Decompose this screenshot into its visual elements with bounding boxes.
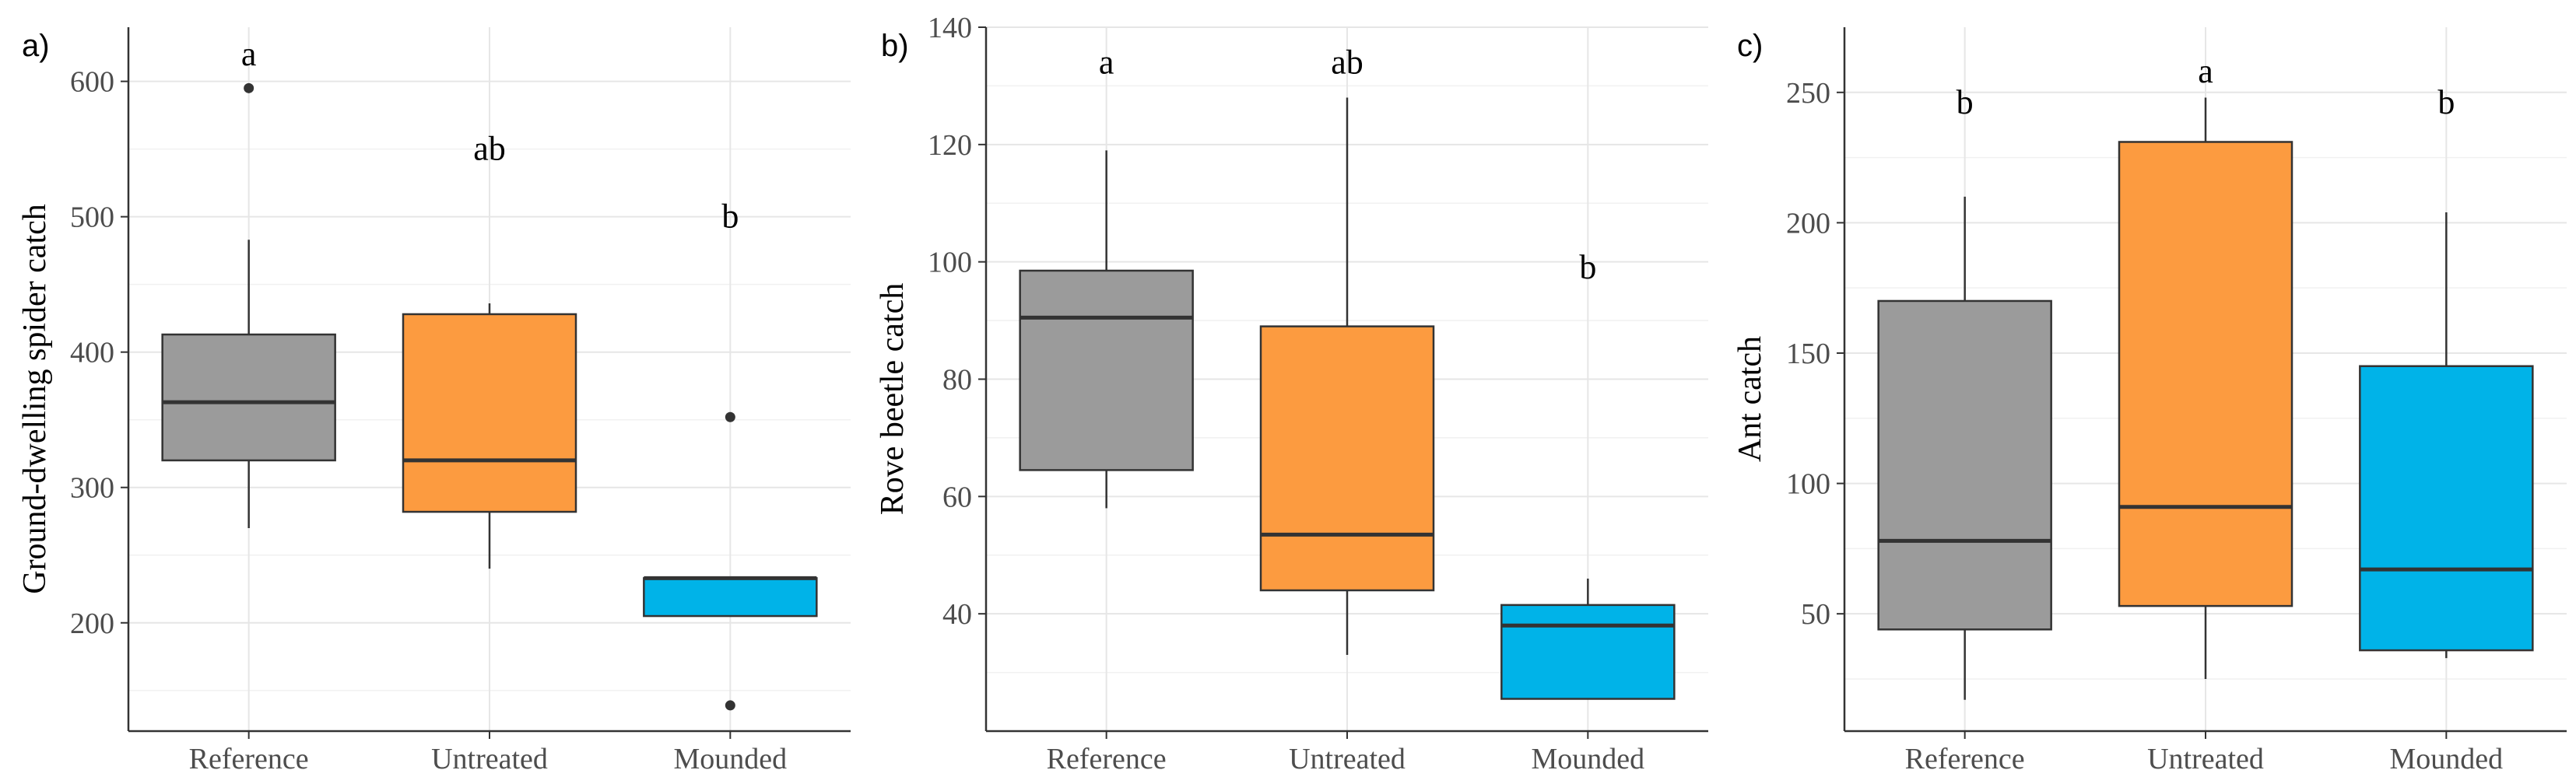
panel-b-untreated-significance-letter: ab xyxy=(1331,43,1363,81)
panel-c-reference-significance-letter: b xyxy=(1957,83,1974,121)
panel-a-plot: a ab b 200 300 400 500 600 Reference Untreated Mou… xyxy=(70,27,851,775)
panel-c-x-tick-label: Reference xyxy=(1905,743,2025,775)
panel-a-x-tick-label: Untreated xyxy=(431,743,548,775)
panel-b-untreated-box xyxy=(1259,325,1435,592)
panel-a-y-tick-label: 400 xyxy=(70,337,114,369)
panel-b: b) Rove beetle catch a ab b 40 60 80 100 120 140… xyxy=(875,12,1708,775)
panel-c-y-tick-label: 50 xyxy=(1801,598,1830,631)
panel-c-mounded-significance-letter: b xyxy=(2437,83,2455,121)
panel-a-untreated-significance-letter: ab xyxy=(473,130,506,168)
panel-a-mounded-significance-letter: b xyxy=(721,198,739,236)
panel-b-mounded-box xyxy=(1500,604,1676,700)
panel-a-reference-box xyxy=(161,333,336,462)
panel-c-y-tick-label: 100 xyxy=(1786,468,1830,501)
panel-a-y-tick-label: 200 xyxy=(70,607,114,640)
panel-a-mounded-outlier xyxy=(725,411,735,422)
panel-c-label: c) xyxy=(1737,29,1763,63)
panel-b-mounded-significance-letter: b xyxy=(1579,248,1596,286)
panel-b-reference-significance-letter: a xyxy=(1099,43,1114,81)
panel-b-ylabel: Rove beetle catch xyxy=(875,283,911,516)
panel-b-reference-box xyxy=(1019,269,1194,471)
panel-c-plot: b a b 50 100 150 200 250 Reference Untreated Mound… xyxy=(1786,27,2567,775)
panel-c-untreated-significance-letter: a xyxy=(2198,52,2213,90)
panel-c-untreated-box xyxy=(2118,141,2293,607)
panel-a: a) Ground-dwelling spider catch a ab b 200 3… xyxy=(17,27,851,775)
panel-b-y-tick-label: 140 xyxy=(928,12,972,44)
panel-c-y-tick-label: 150 xyxy=(1786,338,1830,370)
panel-b-x-tick-label: Reference xyxy=(1047,743,1167,775)
panel-b-y-tick-label: 60 xyxy=(942,481,972,513)
panel-a-mounded-box xyxy=(643,577,818,618)
panel-c-reference-box xyxy=(1877,299,2052,631)
panel-a-ylabel: Ground-dwelling spider catch xyxy=(17,204,53,594)
panel-b-plot: a ab b 40 60 80 100 120 140 Reference Untreated Mou… xyxy=(928,12,1708,775)
panel-c-mounded-box xyxy=(2359,365,2534,652)
panel-c-ylabel: Ant catch xyxy=(1732,336,1768,462)
panel-b-y-tick-label: 100 xyxy=(928,247,972,279)
panel-c-y-tick-label: 200 xyxy=(1786,207,1830,240)
panel-b-x-tick-label: Mounded xyxy=(1532,743,1645,775)
panel-a-label: a) xyxy=(22,29,50,63)
panel-b-y-tick-label: 120 xyxy=(928,129,972,162)
panel-c-y-tick-label: 250 xyxy=(1786,77,1830,110)
panel-a-x-tick-label: Reference xyxy=(189,743,309,775)
panel-a-reference-outlier xyxy=(244,82,254,93)
panel-b-y-tick-label: 80 xyxy=(942,364,972,397)
panel-a-y-tick-label: 300 xyxy=(70,472,114,505)
panel-a-y-tick-label: 600 xyxy=(70,66,114,99)
panel-c: c) Ant catch b a b 50 100 150 200 250 Reference U… xyxy=(1732,27,2567,775)
panel-b-y-tick-label: 40 xyxy=(942,598,972,631)
panel-c-x-tick-label: Mounded xyxy=(2390,743,2504,775)
panel-a-mounded-outlier xyxy=(725,700,735,711)
panel-a-x-tick-label: Mounded xyxy=(674,743,788,775)
panel-a-reference-significance-letter: a xyxy=(241,35,257,73)
panel-c-x-tick-label: Untreated xyxy=(2147,743,2264,775)
panel-b-label: b) xyxy=(881,29,909,63)
panel-a-untreated-box xyxy=(402,313,577,513)
panel-b-x-tick-label: Untreated xyxy=(1289,743,1406,775)
panel-a-y-tick-label: 500 xyxy=(70,201,114,234)
